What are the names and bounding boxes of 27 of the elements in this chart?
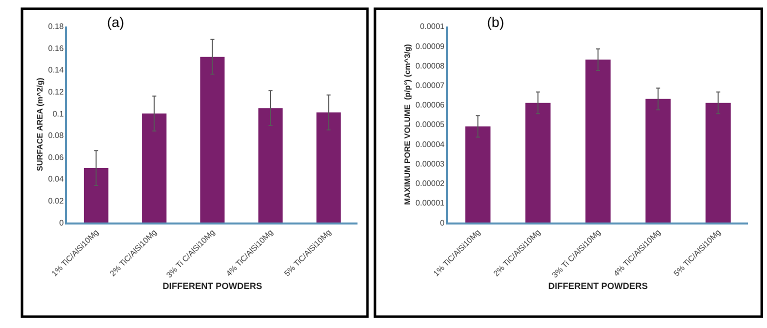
y-tick-label: 0.04 bbox=[48, 174, 64, 184]
y-tick-label: 0.00004 bbox=[416, 140, 446, 149]
y-tick-label: 0.08 bbox=[48, 131, 64, 140]
y-tick-label: 0.00007 bbox=[416, 80, 446, 90]
y-tick-label: 0.06 bbox=[48, 152, 64, 162]
y-axis-title: SURFACE AREA (m^2/g) bbox=[35, 77, 44, 172]
y-axis-title: MAXIMUM PORE VOLUME (p/p°) (cm^3/g) bbox=[402, 44, 412, 205]
x-axis-title: DIFFERENT POWDERS bbox=[548, 280, 648, 291]
y-tick-label: 0.14 bbox=[48, 66, 64, 75]
y-tick-label: 0.1 bbox=[52, 109, 64, 118]
y-tick-label: 0.12 bbox=[48, 88, 64, 97]
y-tick-label: 0 bbox=[59, 218, 64, 228]
y-tick-label: 0.00003 bbox=[416, 159, 446, 168]
chart-title: (a) bbox=[107, 14, 124, 30]
y-tick-label: 0.00001 bbox=[416, 198, 446, 208]
y-tick-label: 0.02 bbox=[48, 196, 64, 206]
y-tick-label: 0.16 bbox=[48, 44, 64, 53]
y-tick-label: 0.00006 bbox=[416, 100, 446, 110]
y-tick-label: 0.00008 bbox=[416, 61, 446, 70]
chart-title: (b) bbox=[487, 14, 504, 30]
x-axis-title: DIFFERENT POWDERS bbox=[162, 280, 262, 291]
y-tick-label: 0.00002 bbox=[416, 179, 446, 188]
y-tick-label: 0.00009 bbox=[416, 42, 446, 51]
y-tick-label: 0.0001 bbox=[420, 22, 446, 32]
y-tick-label: 0.18 bbox=[48, 22, 64, 32]
y-tick-label: 0 bbox=[440, 218, 446, 228]
y-tick-label: 0.00005 bbox=[416, 120, 446, 130]
